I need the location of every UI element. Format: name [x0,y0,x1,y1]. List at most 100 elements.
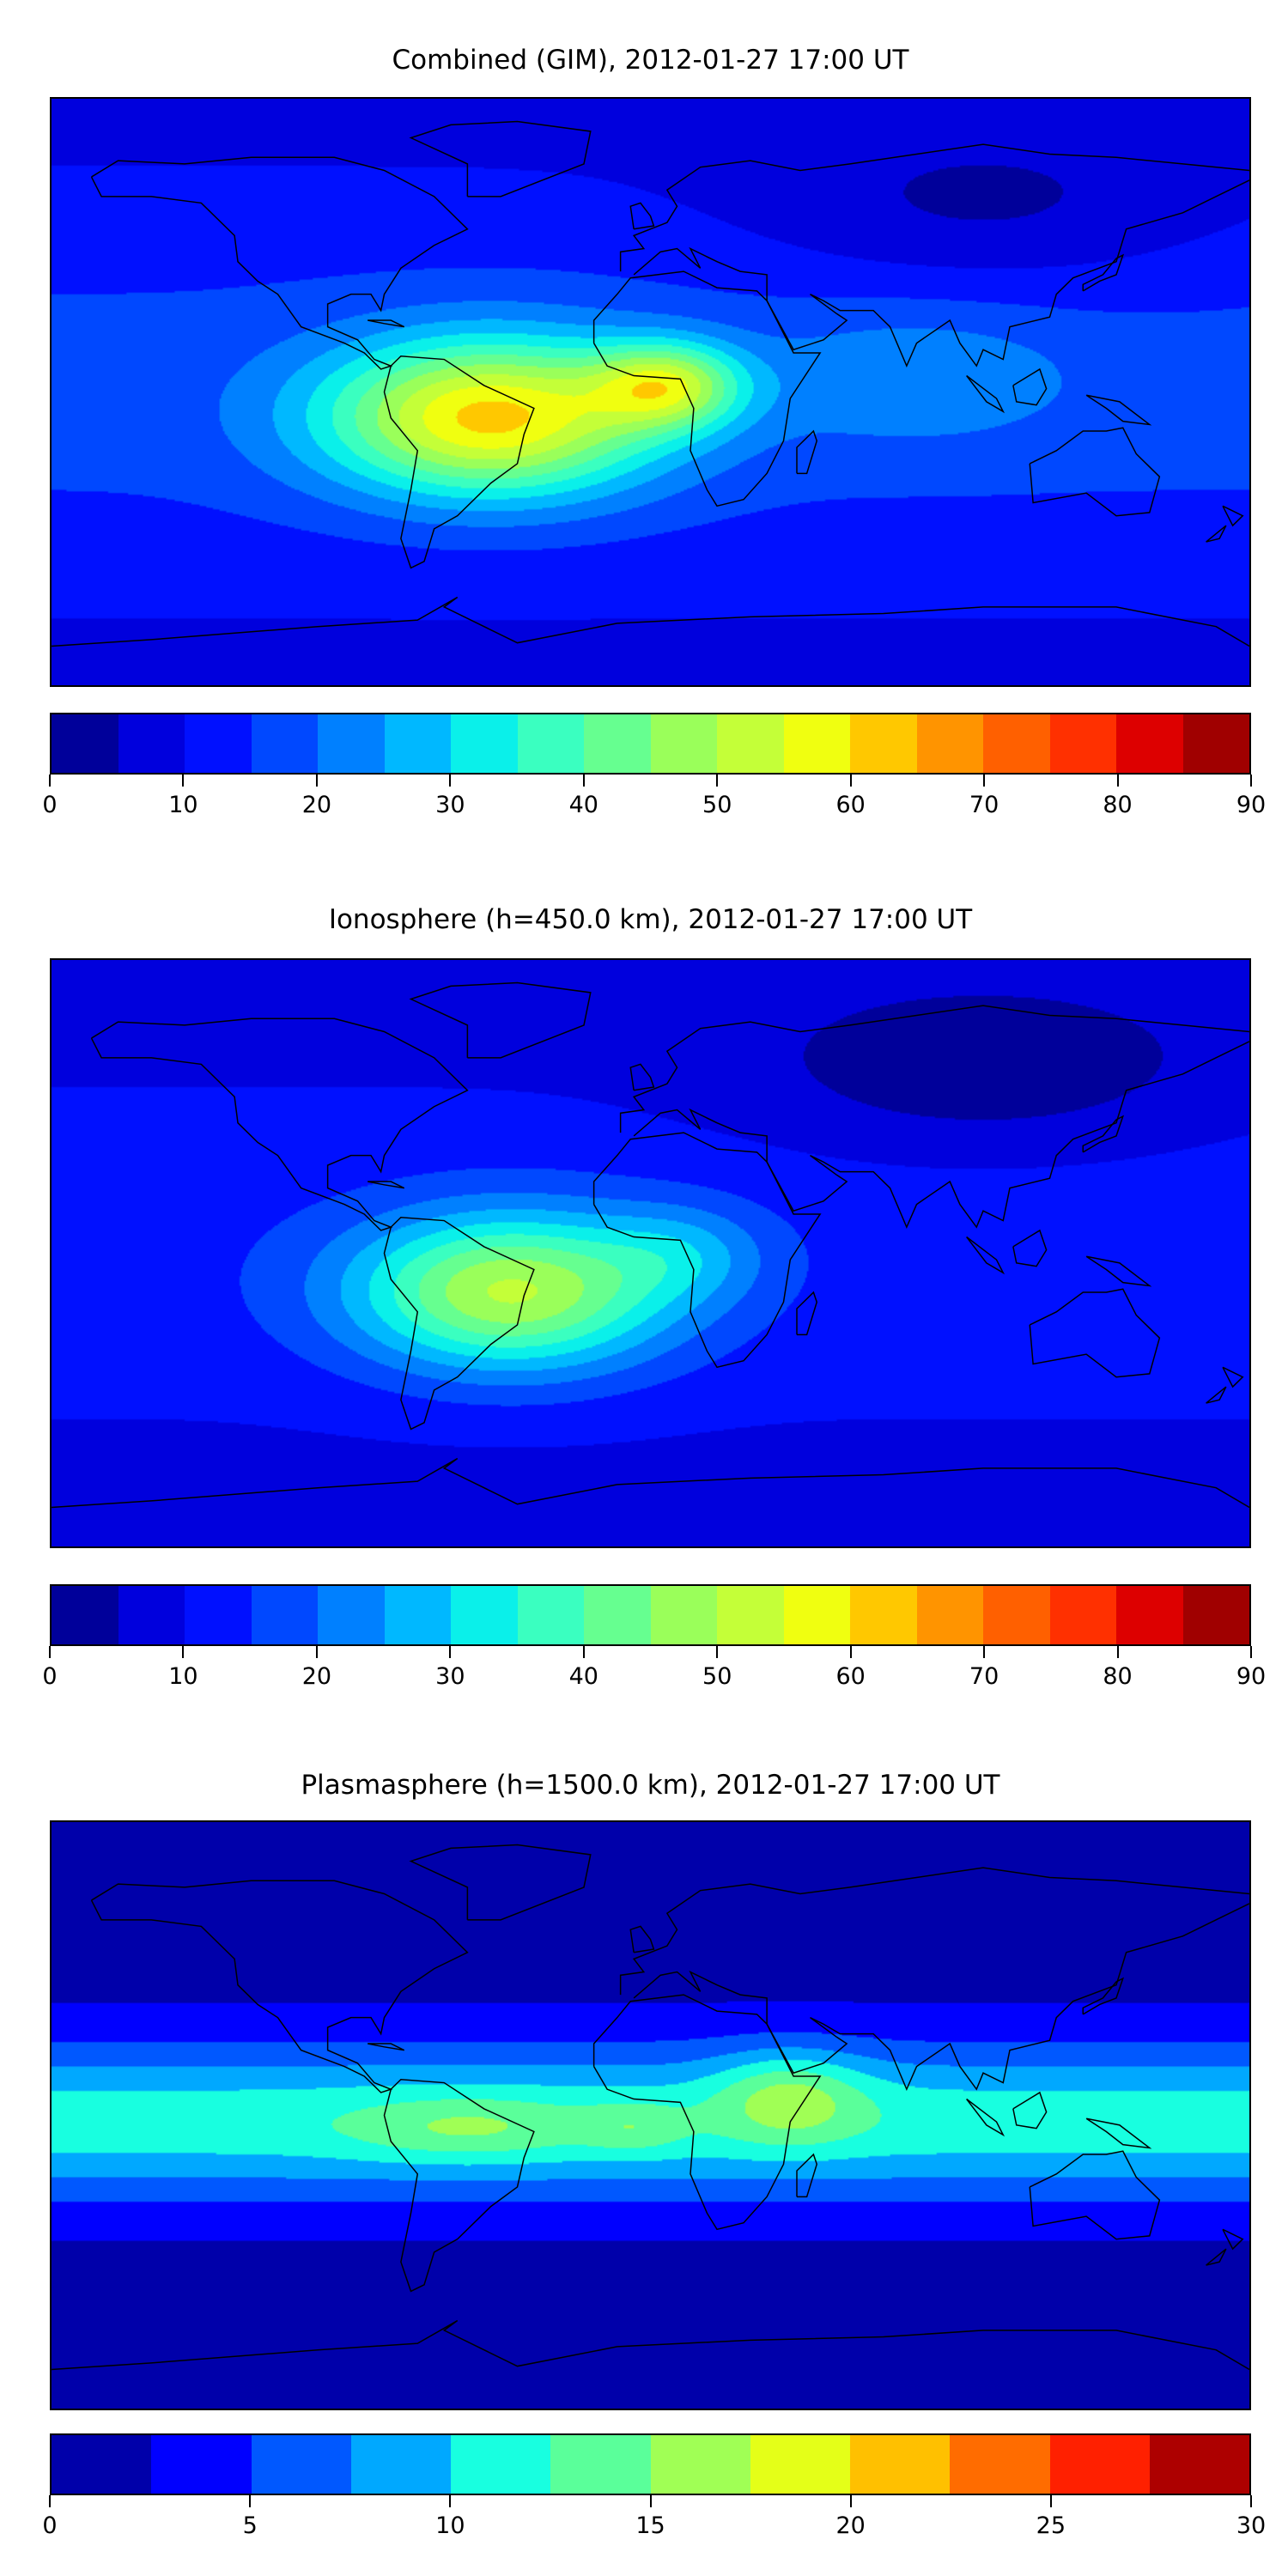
colorbar-segment [185,1586,252,1644]
coastline-new-zealand [1223,1367,1242,1387]
coastline-asia-south [634,1904,1249,2089]
coastline-new-zealand [1223,2229,1242,2249]
colorbar-segment [584,1586,651,1644]
colorbar-segment [118,1586,185,1644]
coastline-australia [1030,428,1159,515]
colorbar-tick-label: 40 [568,1663,598,1690]
colorbar-segment [1182,714,1249,773]
colorbar-tick-label: 30 [1236,2512,1267,2539]
colorbar-tick [716,1646,719,1658]
coastline-eurasia [621,1868,1249,1995]
colorbar-tick-label: 20 [301,1663,332,1690]
coastline-south-america [385,2080,534,2292]
colorbar-segment [384,714,451,773]
colorbar-segment [950,2435,1050,2494]
coastline-madagascar [797,2154,817,2196]
coastline-new-guinea [1086,2118,1150,2148]
map-plasmasphere [50,1820,1251,2410]
colorbar-segment [1149,2435,1249,2494]
colorbar-tick-label: 20 [301,792,332,818]
colorbar-ticks-plasmasphere: 0 5 10 15 20 25 30 [42,2495,1266,2547]
colorbar-tick [315,775,318,787]
coastline-south-america [385,1218,534,1430]
colorbar-segment [451,714,518,773]
coastline-cuba [368,320,404,327]
coastline-antarctica [52,2321,1249,2370]
coastline-africa [594,1133,821,1367]
coastline-eurasia [621,1005,1249,1133]
colorbar-tick-label: 60 [835,1663,866,1690]
colorbar-ionosphere [50,1584,1251,1646]
colorbar-tick [1250,1646,1252,1658]
colorbar-segment [850,1586,917,1644]
coastline-eurasia [621,144,1249,271]
coastline-japan [1083,255,1123,291]
coastline-sumatra [967,1237,1004,1273]
coastline-borneo [1013,1230,1047,1267]
colorbar-tick [449,775,452,787]
colorbar-segment [318,1586,385,1644]
colorbar-tick [315,1646,318,1658]
colorbar-segment [251,1586,318,1644]
colorbar-segment [850,2435,951,2494]
colorbar-tick-label: 90 [1236,1663,1267,1690]
colorbar-segment [52,2435,152,2494]
coastline-north-america [92,1018,468,1230]
colorbar-segment [1049,714,1116,773]
colorbar-tick-label: 80 [1103,792,1133,818]
map-title-ionosphere: Ionosphere (h=450.0 km), 2012-01-27 17:0… [328,904,973,935]
colorbar-tick [1250,2495,1252,2507]
coastline-antarctica [52,598,1249,647]
contour-field [52,1822,1249,2409]
coastline-uk [630,203,653,228]
colorbar-tick-label: 15 [635,2512,665,2539]
colorbar-segment [384,1586,451,1644]
colorbar-tick [849,2495,852,2507]
colorbar-tick-label: 0 [42,2512,58,2539]
colorbar-segment [717,714,784,773]
coastline-uk [630,1064,653,1090]
colorbar-tick [249,2495,252,2507]
coastline-north-america [92,1880,468,2093]
colorbar-segment [1049,1586,1116,1644]
coastline-borneo [1013,369,1047,405]
colorbar-tick [1049,2495,1052,2507]
colorbar-segment [650,714,717,773]
colorbar-tick [983,775,986,787]
colorbar-segment [983,714,1050,773]
colorbar-tick-label: 25 [1036,2512,1066,2539]
colorbar-segment [151,2435,252,2494]
colorbar-tick-label: 5 [242,2512,258,2539]
colorbar-segment [318,714,385,773]
colorbar-segment [650,2435,750,2494]
colorbar-tick-label: 70 [969,792,999,818]
colorbar-tick-label: 30 [435,1663,465,1690]
colorbar-tick-label: 20 [835,2512,866,2539]
coastline-new-guinea [1086,395,1150,424]
coastline-new-guinea [1086,1256,1150,1285]
colorbar-tick-label: 10 [168,1663,198,1690]
coastline-sumatra [967,376,1004,412]
coastline-australia [1030,2151,1159,2239]
coastline-uk [630,1926,653,1952]
colorbar-segment [517,714,584,773]
map-title-combined: Combined (GIM), 2012-01-27 17:00 UT [392,45,909,76]
coastline-japan [1083,1978,1123,2014]
coastline-africa [594,271,821,506]
colorbar-tick-label: 90 [1236,792,1267,818]
colorbar-tick [582,1646,585,1658]
colorbar-segment [517,1586,584,1644]
colorbar-plasmasphere [50,2433,1251,2495]
colorbar-segment [185,714,252,773]
coastline-north-america [92,157,468,369]
colorbar-segment [251,714,318,773]
colorbar-tick [1116,1646,1119,1658]
colorbar-segment [1116,714,1183,773]
map-title-plasmasphere: Plasmasphere (h=1500.0 km), 2012-01-27 1… [301,1770,1000,1801]
coastline-cuba [368,1182,404,1188]
colorbar-tick [849,775,852,787]
colorbar-segment [916,714,983,773]
coastline-new-zealand [1223,506,1242,526]
coastline-antarctica [52,1459,1249,1508]
colorbar-tick [1116,775,1119,787]
